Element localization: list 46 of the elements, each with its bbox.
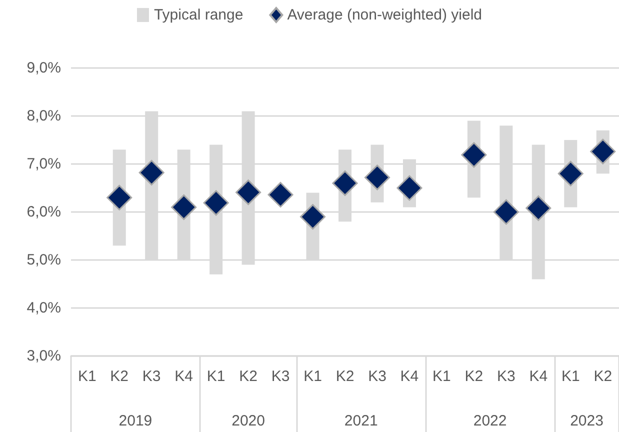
point [138,160,164,186]
x-tick-label: K3 [271,368,290,385]
x-tick-label: K4 [174,368,194,385]
y-tick-label: 4,0% [26,300,61,316]
point [332,170,358,196]
text: 2019 [118,412,152,430]
x-tick-label: K3 [496,368,516,385]
point [590,138,616,164]
point [268,182,294,208]
x-tick-label: K2 [239,368,258,385]
x-tick-label: K1 [304,368,322,385]
x-tick-label: K1 [432,368,451,385]
point [526,195,552,221]
point [461,142,487,168]
point [558,160,584,186]
y-tick-label: 8,0% [26,108,61,124]
point [236,180,262,206]
point [171,194,197,220]
point [493,199,519,225]
y-tick-label: 6,0% [26,204,61,220]
text: 2021 [344,412,378,430]
y-tick-label: 5,0% [26,252,61,268]
text: 2020 [232,412,265,430]
legend-label: Average (non-weighted) yield [287,6,482,24]
x-tick-label: K1 [561,368,580,385]
x-tick-label: K2 [110,368,129,385]
point [396,175,422,201]
point [364,164,390,190]
x-tick-label: K4 [529,368,548,385]
x-tick-label: K2 [464,368,484,385]
x-tick-label: K4 [400,368,419,385]
text: 2022 [473,412,507,430]
text: 2023 [570,412,604,430]
x-tick-label: K2 [594,368,612,385]
y-tick-label: 3,0% [26,348,61,364]
x-tick-label: K1 [206,368,226,385]
x-tick-label: K2 [336,368,354,385]
y-tick-label: 9,0% [26,60,61,76]
point [203,190,229,216]
point [300,204,326,230]
x-tick-label: K3 [142,368,161,385]
point [106,184,132,210]
x-tick-label: K1 [78,368,96,385]
y-tick-label: 7,0% [26,156,61,172]
legend-label: Typical range [154,6,244,24]
x-tick-label: K3 [368,368,386,385]
